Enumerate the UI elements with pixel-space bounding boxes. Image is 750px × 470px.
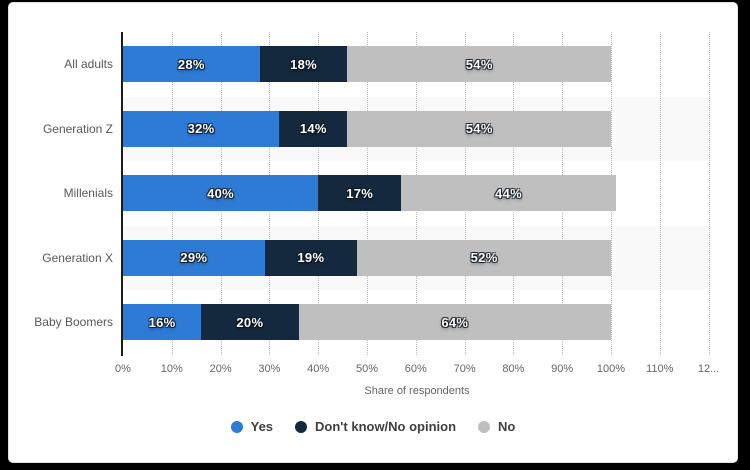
bar-segment-no[interactable]: 64% [298, 304, 611, 341]
bar-value-label: 17% [346, 185, 374, 201]
x-axis-tick-label: 110% [646, 363, 674, 375]
chart-card: 28% 18% 54% 32% 14% 54% 40% 17% 44% 29% 19% 52% 16% 2… [8, 2, 738, 463]
x-axis-tick-label: 100% [596, 363, 626, 375]
legend-label: Don't know/No opinion [315, 419, 457, 434]
x-axis-tick-label: 20% [209, 363, 232, 375]
bar-value-label: 28% [177, 56, 205, 72]
gridline [659, 32, 661, 355]
category-label: All adults [64, 57, 113, 72]
x-axis-tick-label: 40% [307, 363, 330, 375]
bar-value-label: 52% [470, 250, 498, 266]
bar-value-label: 14% [299, 121, 327, 137]
x-axis-tick-label: 50% [355, 363, 379, 375]
x-axis-tick-label: 30% [258, 363, 281, 375]
bar-segment-no[interactable]: 44% [401, 175, 616, 212]
bar-segment-don-t-know-no-opinion[interactable]: 19% [264, 239, 358, 276]
bar-value-label: 32% [187, 121, 215, 137]
x-axis-tick-label: 10% [160, 363, 183, 375]
bar-segment-no[interactable]: 52% [357, 239, 611, 276]
bar-value-label: 64% [441, 314, 469, 330]
bar-segment-no[interactable]: 54% [347, 110, 611, 147]
x-axis-tick-label: 12... [697, 363, 720, 375]
legend-color-dot [295, 420, 308, 433]
legend-item: Yes [230, 419, 274, 434]
bar-segment-don-t-know-no-opinion[interactable]: 18% [259, 46, 348, 83]
bar-segment-yes[interactable]: 28% [123, 46, 260, 83]
legend: Yes Don't know/No opinion No [9, 419, 737, 434]
bar-segment-yes[interactable]: 40% [123, 175, 319, 212]
x-axis-tick-label: 70% [453, 363, 476, 375]
bar-segment-don-t-know-no-opinion[interactable]: 20% [201, 304, 299, 341]
category-label: Generation X [42, 250, 113, 265]
legend-item: Don't know/No opinion [295, 419, 456, 434]
category-label: Millenials [63, 186, 113, 201]
bar-segment-don-t-know-no-opinion[interactable]: 17% [318, 175, 402, 212]
legend-color-dot [478, 420, 491, 433]
bar-value-label: 40% [207, 185, 235, 201]
legend-item: No [478, 419, 515, 434]
x-axis-tick-label: 80% [502, 363, 525, 375]
bar-value-label: 54% [465, 56, 493, 72]
bar-value-label: 16% [148, 314, 176, 330]
y-axis-line [121, 32, 123, 356]
bar-segment-yes[interactable]: 29% [123, 239, 265, 276]
legend-color-dot [230, 420, 243, 433]
bar-segment-yes[interactable]: 16% [123, 304, 202, 341]
x-axis-tick-label: 90% [551, 363, 574, 375]
x-axis-tick-label: 0% [115, 363, 131, 375]
bar-value-label: 29% [180, 250, 208, 266]
bar-segment-don-t-know-no-opinion[interactable]: 14% [279, 110, 348, 147]
bar-segment-yes[interactable]: 32% [123, 110, 280, 147]
category-label: Baby Boomers [34, 315, 113, 330]
category-label: Generation Z [42, 121, 113, 136]
bar-value-label: 19% [297, 250, 325, 266]
bar-value-label: 44% [495, 185, 522, 201]
bar-value-label: 20% [236, 314, 264, 330]
bar-segment-no[interactable]: 54% [347, 46, 611, 83]
legend-label: Yes [250, 419, 274, 434]
x-axis-tick-label: 60% [404, 363, 427, 375]
x-axis-title: Share of respondents [364, 385, 470, 397]
gridline [708, 32, 710, 355]
legend-label: No [498, 419, 516, 434]
bar-value-label: 18% [290, 56, 317, 72]
bar-value-label: 54% [465, 121, 493, 137]
